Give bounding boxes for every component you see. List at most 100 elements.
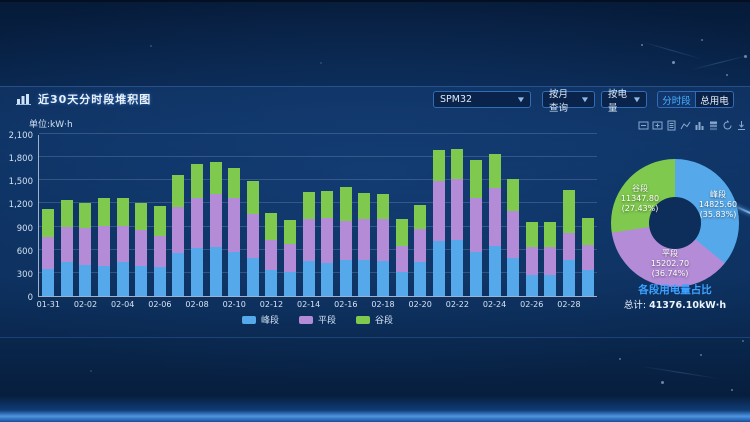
bar-segment-峰段[interactable]	[432, 241, 445, 296]
bar-segment-峰段[interactable]	[302, 261, 315, 296]
bar-segment-平段[interactable]	[507, 210, 520, 258]
bar-segment-平段[interactable]	[469, 198, 482, 253]
bar-segment-峰段[interactable]	[191, 247, 204, 296]
stacked-bar[interactable]	[116, 198, 129, 296]
bar-segment-峰段[interactable]	[42, 268, 55, 296]
stacked-bar[interactable]	[42, 209, 55, 296]
bar-segment-峰段[interactable]	[172, 252, 185, 296]
toggle-total-button[interactable]: 总用电	[695, 92, 733, 107]
bar-segment-峰段[interactable]	[153, 266, 166, 296]
bar-segment-平段[interactable]	[284, 244, 297, 273]
stacked-bar[interactable]	[321, 191, 334, 296]
stacked-bar[interactable]	[60, 199, 73, 296]
bar-segment-谷段[interactable]	[562, 190, 575, 233]
bar-segment-峰段[interactable]	[228, 252, 241, 296]
bar-segment-峰段[interactable]	[246, 257, 259, 296]
bar-segment-谷段[interactable]	[321, 191, 334, 219]
bar-segment-平段[interactable]	[525, 247, 538, 275]
bar-segment-谷段[interactable]	[42, 209, 55, 238]
bar-segment-平段[interactable]	[376, 219, 389, 261]
bar-segment-峰段[interactable]	[60, 262, 73, 296]
bar-segment-谷段[interactable]	[414, 204, 427, 230]
bar-segment-平段[interactable]	[488, 188, 501, 246]
bar-segment-谷段[interactable]	[98, 197, 111, 226]
stacked-bar[interactable]	[414, 204, 427, 296]
bar-segment-平段[interactable]	[228, 198, 241, 253]
restore-icon[interactable]	[722, 120, 733, 131]
zoom-reset-icon[interactable]	[652, 120, 663, 131]
stacked-bar[interactable]	[488, 153, 501, 296]
stacked-bar[interactable]	[451, 148, 464, 296]
bar-segment-峰段[interactable]	[116, 262, 129, 296]
bar-segment-谷段[interactable]	[265, 213, 278, 240]
stacked-bar[interactable]	[525, 221, 538, 296]
stacked-bar[interactable]	[246, 180, 259, 296]
bar-segment-谷段[interactable]	[284, 219, 297, 245]
bar-segment-峰段[interactable]	[451, 239, 464, 296]
bar-segment-峰段[interactable]	[562, 259, 575, 296]
bar-segment-平段[interactable]	[135, 230, 148, 266]
legend-item-峰段[interactable]: 峰段	[241, 313, 279, 326]
bar-segment-谷段[interactable]	[432, 149, 445, 181]
stacked-bar[interactable]	[339, 187, 352, 296]
bar-segment-谷段[interactable]	[581, 217, 594, 246]
stacked-bar[interactable]	[581, 217, 594, 296]
bar-segment-峰段[interactable]	[339, 260, 352, 296]
bar-segment-峰段[interactable]	[358, 259, 371, 296]
stacked-bar[interactable]	[135, 203, 148, 296]
bar-segment-平段[interactable]	[358, 219, 371, 260]
bar-segment-谷段[interactable]	[79, 202, 92, 228]
stacked-bar[interactable]	[191, 164, 204, 296]
bar-segment-谷段[interactable]	[246, 180, 259, 214]
bar-segment-平段[interactable]	[246, 213, 259, 258]
stacked-bar[interactable]	[562, 190, 575, 296]
bar-segment-平段[interactable]	[451, 179, 464, 240]
stacked-bar[interactable]	[432, 149, 445, 296]
bar-segment-谷段[interactable]	[172, 175, 185, 208]
bar-segment-谷段[interactable]	[507, 179, 520, 211]
bar-segment-谷段[interactable]	[376, 194, 389, 220]
bar-segment-平段[interactable]	[302, 219, 315, 262]
stacked-bar[interactable]	[284, 219, 297, 296]
bar-segment-峰段[interactable]	[488, 245, 501, 296]
bar-segment-峰段[interactable]	[581, 269, 594, 296]
bar-segment-平段[interactable]	[116, 225, 129, 263]
stacked-bar[interactable]	[153, 205, 166, 296]
bar-segment-谷段[interactable]	[135, 203, 148, 231]
stacked-bar[interactable]	[209, 162, 222, 296]
bar-segment-峰段[interactable]	[414, 262, 427, 296]
bar-segment-峰段[interactable]	[135, 265, 148, 296]
bar-segment-峰段[interactable]	[284, 272, 297, 296]
bar-segment-峰段[interactable]	[79, 264, 92, 296]
bar-segment-平段[interactable]	[172, 207, 185, 253]
bar-segment-平段[interactable]	[339, 220, 352, 261]
bar-segment-谷段[interactable]	[116, 198, 129, 226]
metric-select[interactable]: 按电量 ▼	[601, 89, 647, 114]
bar-segment-峰段[interactable]	[469, 252, 482, 296]
bar-segment-平段[interactable]	[265, 239, 278, 271]
bar-segment-平段[interactable]	[98, 225, 111, 266]
bar-segment-峰段[interactable]	[395, 272, 408, 296]
bar-segment-谷段[interactable]	[191, 164, 204, 198]
bar-chart-icon[interactable]	[694, 120, 705, 131]
bar-segment-谷段[interactable]	[302, 191, 315, 220]
bar-segment-谷段[interactable]	[525, 221, 538, 247]
bar-segment-谷段[interactable]	[339, 187, 352, 221]
line-chart-icon[interactable]	[680, 120, 691, 131]
bar-segment-谷段[interactable]	[209, 162, 222, 194]
bar-segment-谷段[interactable]	[451, 148, 464, 180]
stacked-bar[interactable]	[358, 192, 371, 296]
bar-segment-平段[interactable]	[321, 218, 334, 263]
stacked-bar[interactable]	[172, 175, 185, 296]
bar-segment-平段[interactable]	[395, 246, 408, 273]
bar-segment-峰段[interactable]	[321, 262, 334, 296]
device-select[interactable]: SPM32 ▼	[433, 91, 531, 108]
bar-segment-谷段[interactable]	[544, 222, 557, 247]
stacked-view-icon[interactable]	[708, 120, 719, 131]
bar-segment-平段[interactable]	[562, 233, 575, 260]
data-view-icon[interactable]	[666, 120, 677, 131]
bar-segment-谷段[interactable]	[358, 192, 371, 220]
bar-segment-峰段[interactable]	[525, 274, 538, 296]
stacked-bar[interactable]	[98, 197, 111, 296]
bar-segment-平段[interactable]	[432, 180, 445, 242]
